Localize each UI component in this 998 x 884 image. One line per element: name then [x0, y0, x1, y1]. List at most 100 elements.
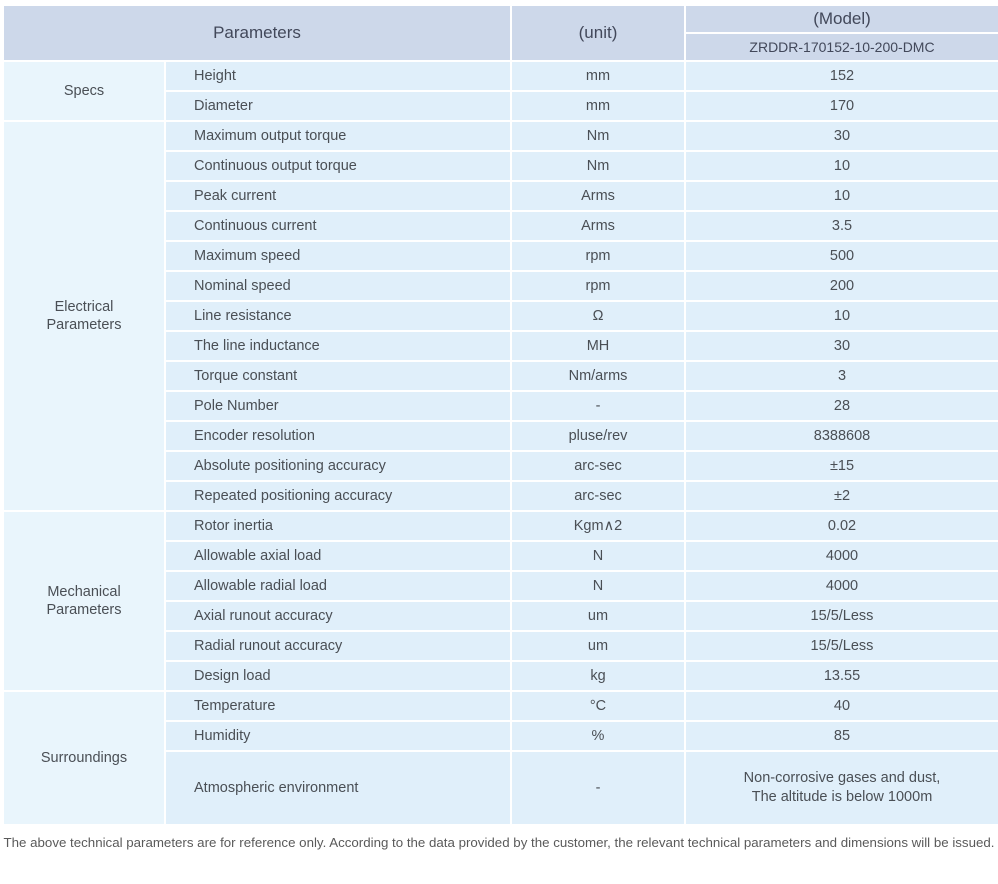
table-row: Axial runout accuracy um 15/5/Less: [4, 602, 998, 630]
table-row: Absolute positioning accuracy arc-sec ±15: [4, 452, 998, 480]
param-cell: Nominal speed: [166, 272, 510, 300]
table-row: Diameter mm 170: [4, 92, 998, 120]
table-row: Mechanical Parameters Rotor inertia Kgm∧2 0…: [4, 512, 998, 690]
table-row: Atmospheric environment - Non-corrosive ga…: [4, 752, 998, 824]
table-body: Specs Height mm 152 Diameter mm 170 Electrical …: [4, 62, 998, 824]
param-cell: Encoder resolution: [166, 422, 510, 450]
param-cell: Axial runout accuracy: [166, 602, 510, 630]
param-cell: Allowable radial load: [166, 572, 510, 600]
table-row: Electrical Parameters Maximum output torq…: [4, 122, 998, 510]
unit-cell: -: [512, 752, 684, 824]
unit-cell: rpm: [512, 272, 684, 300]
table-row: Torque constant Nm/arms 3: [4, 362, 998, 390]
param-cell: Rotor inertia: [166, 512, 510, 540]
unit-cell: Nm: [512, 152, 684, 180]
value-cell: 40: [686, 692, 998, 720]
value-cell: 3.5: [686, 212, 998, 240]
footer-note: The above technical parameters are for r…: [3, 835, 995, 850]
table-row: Pole Number -28: [4, 392, 998, 420]
table-row: Line resistance Ω 10: [4, 302, 998, 330]
table-row: Maximum speed rpm 500: [4, 242, 998, 270]
value-cell: 13.55: [686, 662, 998, 690]
header-model-number: ZRDDR-170152-10-200-DMC: [686, 34, 998, 60]
unit-cell: arc-sec: [512, 482, 684, 510]
table-row: Allowable radial load N 4000: [4, 572, 998, 600]
param-cell: Torque constant: [166, 362, 510, 390]
group-cell: Surroundings: [4, 692, 164, 824]
table-row: Nominal speed rpm 200: [4, 272, 998, 300]
value-cell: 170: [686, 92, 998, 120]
unit-cell: um: [512, 602, 684, 630]
param-cell: Humidity: [166, 722, 510, 750]
unit-cell: Ω: [512, 302, 684, 330]
value-cell: 10: [686, 302, 998, 330]
value-cell: 3: [686, 362, 998, 390]
table-row: Humidity% 85: [4, 722, 998, 750]
param-cell: Diameter: [166, 92, 510, 120]
param-cell: Line resistance: [166, 302, 510, 330]
unit-cell: -: [512, 392, 684, 420]
unit-cell: %: [512, 722, 684, 750]
value-cell: 200: [686, 272, 998, 300]
table-row: Radial runout accuracy um 15/5/Less: [4, 632, 998, 660]
header-model: (Model): [686, 6, 998, 32]
param-cell: Radial runout accuracy: [166, 632, 510, 660]
table-row: Allowable axial load N 4000: [4, 542, 998, 570]
table-row: Continuous output torque Nm 10: [4, 152, 998, 180]
value-cell: 4000: [686, 542, 998, 570]
unit-cell: kg: [512, 662, 684, 690]
value-cell: 15/5/Less: [686, 602, 998, 630]
value-cell: 0.02: [686, 512, 998, 540]
value-cell: ±2: [686, 482, 998, 510]
param-cell: Continuous current: [166, 212, 510, 240]
param-cell: Maximum speed: [166, 242, 510, 270]
param-cell: Peak current: [166, 182, 510, 210]
table-row: Specs Height mm 152: [4, 62, 998, 120]
group-cell: Specs: [4, 62, 164, 120]
value-cell: 10: [686, 182, 998, 210]
group-cell: Mechanical Parameters: [4, 512, 164, 690]
param-cell: Pole Number: [166, 392, 510, 420]
header-parameters: Parameters: [4, 6, 510, 60]
spec-table: Parameters (unit) (Model) ZRDDR-170152-1…: [2, 4, 998, 826]
param-cell: Design load: [166, 662, 510, 690]
unit-cell: Arms: [512, 182, 684, 210]
unit-cell: Arms: [512, 212, 684, 240]
value-cell: 85: [686, 722, 998, 750]
unit-cell: pluse/rev: [512, 422, 684, 450]
table-row: Design load kg 13.55: [4, 662, 998, 690]
param-cell: Repeated positioning accuracy: [166, 482, 510, 510]
unit-cell: MH: [512, 332, 684, 360]
table-header: Parameters (unit) (Model) ZRDDR-170152-1…: [4, 6, 998, 60]
param-cell: Temperature: [166, 692, 510, 720]
table-row: Repeated positioning accuracy arc-sec ±2: [4, 482, 998, 510]
value-cell: 10: [686, 152, 998, 180]
value-cell: 30: [686, 332, 998, 360]
table-row: Continuous current Arms 3.5: [4, 212, 998, 240]
value-cell: 8388608: [686, 422, 998, 450]
param-cell: Atmospheric environment: [166, 752, 510, 824]
unit-cell: mm: [512, 62, 684, 90]
header-unit: (unit): [512, 6, 684, 60]
param-cell: Continuous output torque: [166, 152, 510, 180]
value-cell: 30: [686, 122, 998, 150]
value-cell: 500: [686, 242, 998, 270]
unit-cell: Kgm∧2: [512, 512, 684, 540]
param-cell: Absolute positioning accuracy: [166, 452, 510, 480]
unit-cell: rpm: [512, 242, 684, 270]
value-cell: 28: [686, 392, 998, 420]
value-cell: 4000: [686, 572, 998, 600]
unit-cell: N: [512, 572, 684, 600]
value-cell: 15/5/Less: [686, 632, 998, 660]
param-cell: The line inductance: [166, 332, 510, 360]
param-cell: Allowable axial load: [166, 542, 510, 570]
value-cell: Non-corrosive gases and dust, The altitu…: [686, 752, 998, 824]
unit-cell: Nm/arms: [512, 362, 684, 390]
table-row: The line inductance MH 30: [4, 332, 998, 360]
unit-cell: N: [512, 542, 684, 570]
param-cell: Height: [166, 62, 510, 90]
value-cell: 152: [686, 62, 998, 90]
value-cell: ±15: [686, 452, 998, 480]
unit-cell: arc-sec: [512, 452, 684, 480]
unit-cell: °C: [512, 692, 684, 720]
